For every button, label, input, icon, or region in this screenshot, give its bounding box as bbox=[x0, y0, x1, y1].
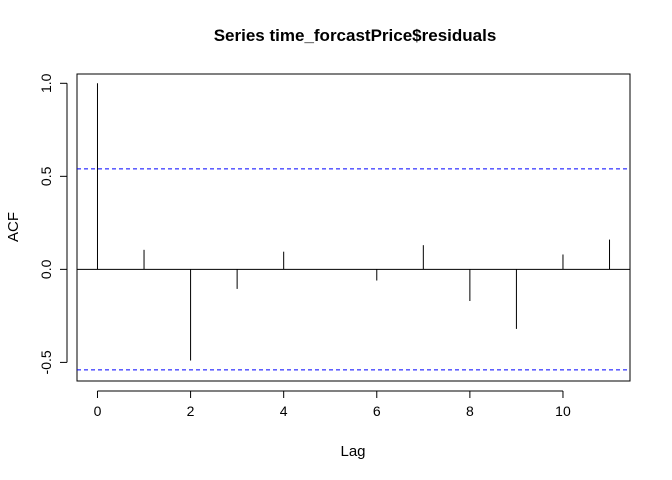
x-tick-label: 10 bbox=[555, 403, 571, 419]
x-tick-label: 4 bbox=[280, 403, 288, 419]
confidence-bounds bbox=[77, 168, 630, 371]
plot-frame bbox=[76, 73, 631, 382]
y-tick-label: 0.5 bbox=[38, 166, 54, 186]
y-axis-title: ACF bbox=[5, 212, 22, 242]
y-tick-label: 1.0 bbox=[38, 73, 54, 93]
x-tick-label: 0 bbox=[94, 403, 102, 419]
y-tick-label: -0.5 bbox=[38, 350, 54, 374]
chart-title: Series time_forcastPrice$residuals bbox=[214, 26, 497, 45]
x-tick-label: 6 bbox=[373, 403, 381, 419]
x-axis: 0 2 4 6 8 10 bbox=[94, 390, 571, 419]
acf-bars bbox=[96, 83, 611, 361]
x-tick-label: 8 bbox=[466, 403, 474, 419]
x-axis-title: Lag bbox=[340, 443, 365, 460]
y-tick-label: 0.0 bbox=[38, 259, 54, 279]
x-tick-label: 2 bbox=[187, 403, 195, 419]
y-axis: -0.5 0.0 0.5 1.0 bbox=[38, 73, 68, 374]
